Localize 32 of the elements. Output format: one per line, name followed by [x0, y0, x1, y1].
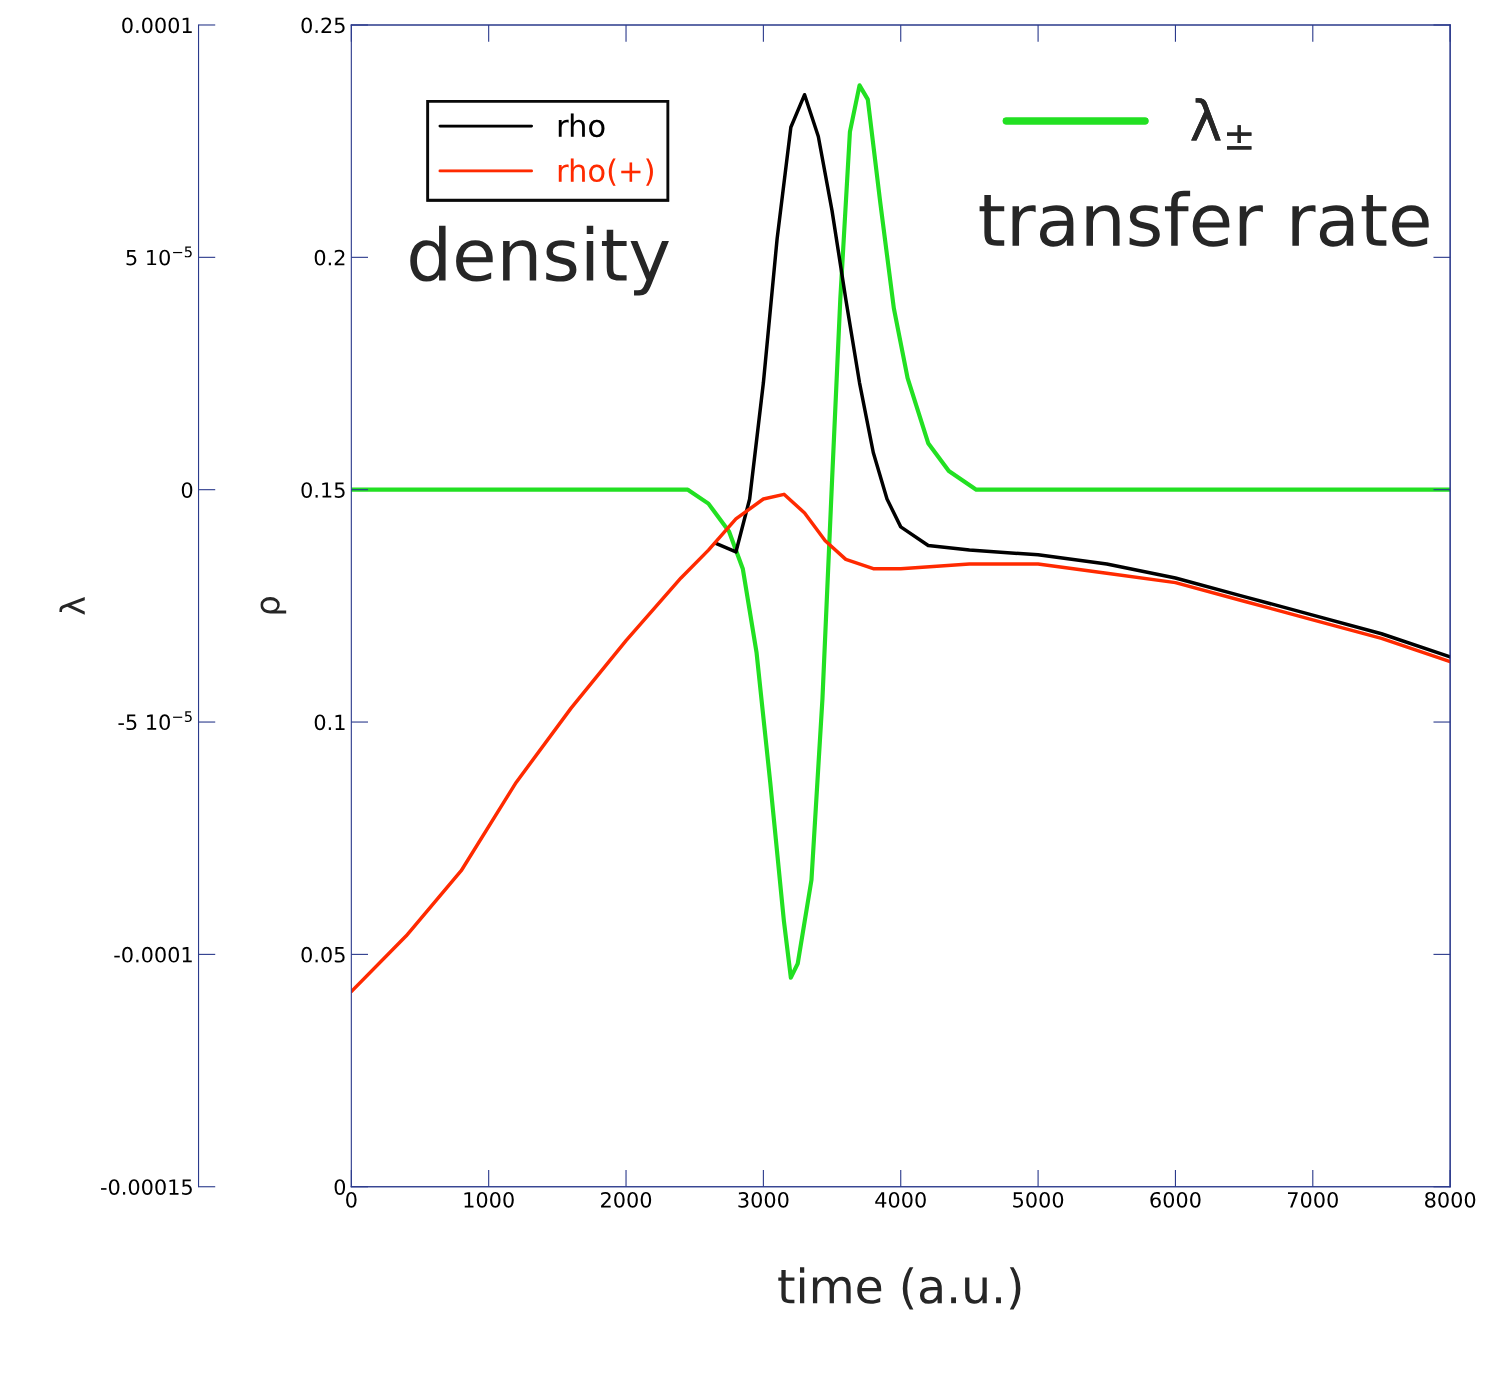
y-tick-label: 0.1 [314, 714, 345, 731]
line-series [351, 83, 1451, 980]
y-tick-label: 0 [334, 1179, 346, 1195]
y-tick-label: 0.2 [314, 249, 345, 266]
y2-tick-label: 0.0001 [122, 17, 192, 34]
x-axis-title: time (a.u.) [778, 1267, 1021, 1310]
y2-tick-label: -0.0001 [114, 946, 192, 963]
x-tick-label: 3000 [738, 1191, 789, 1208]
y2-tick-label: -5 10$^{−5}$ [118, 711, 192, 731]
x-tick-label: 0 [346, 1191, 357, 1208]
x-tick-label: 7000 [1288, 1191, 1338, 1208]
y2-tick-label: 0 [181, 482, 193, 498]
x-tick-label: 6000 [1150, 1191, 1201, 1208]
x-tick-label: 8000 [1425, 1191, 1476, 1208]
legend-label: rho [558, 113, 605, 138]
line-series [713, 92, 1451, 659]
line-series [351, 492, 1451, 994]
legend-label: rho(+) [558, 158, 653, 186]
y-tick-label: 0.25 [301, 17, 345, 34]
x-tick-label: 2000 [601, 1191, 652, 1208]
y2-tick-label: 5 10$^{−5}$ [126, 246, 192, 266]
y2-tick-label: -0.00015 [101, 1179, 192, 1195]
y-tick-label: 0.15 [301, 482, 345, 498]
annotation: transfer rate [979, 190, 1429, 247]
x-tick-label: 5000 [1013, 1191, 1064, 1208]
x-tick-label: 1000 [464, 1191, 514, 1208]
legend-label: λ$_{±}$ [1191, 98, 1252, 150]
y-axis-title: ρ [260, 597, 287, 614]
annotation: density [410, 225, 669, 296]
y2-axis-title: λ [59, 596, 85, 615]
x-tick-label: 4000 [875, 1191, 926, 1208]
y-tick-label: 0.05 [301, 946, 345, 963]
